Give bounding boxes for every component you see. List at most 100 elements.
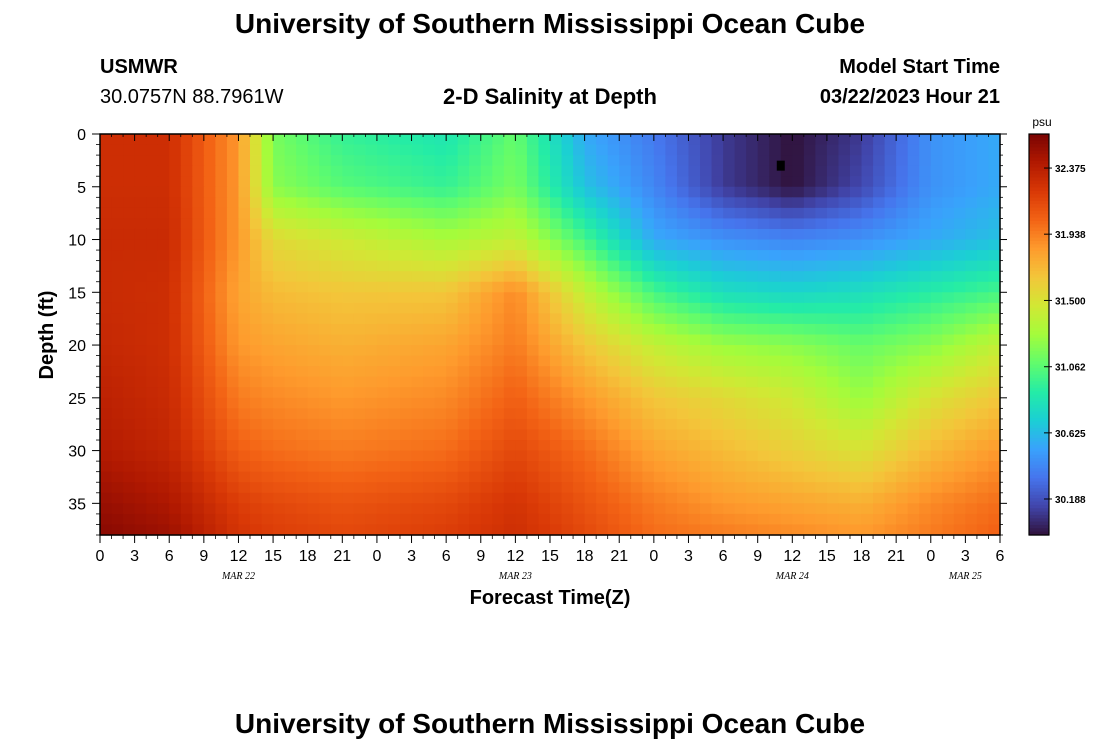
heatmap-cell <box>838 281 851 293</box>
heatmap-cell <box>550 418 563 431</box>
heatmap-cell <box>273 418 286 431</box>
heatmap-cell <box>226 345 240 357</box>
heatmap-cell <box>700 144 713 156</box>
heatmap-cell <box>815 376 828 388</box>
heatmap-cell <box>226 239 240 251</box>
heatmap-cell <box>111 218 124 230</box>
heatmap-cell <box>826 387 840 399</box>
heatmap-cell <box>192 482 205 494</box>
x-tick-label: 21 <box>887 548 905 565</box>
heatmap-cell <box>619 482 632 494</box>
heatmap-cell <box>388 366 401 378</box>
heatmap-cell <box>723 271 736 283</box>
heatmap-cell <box>250 228 263 241</box>
heatmap-cell <box>815 429 828 441</box>
heatmap-cell <box>446 292 459 304</box>
heatmap-cell <box>123 292 136 304</box>
heatmap-cell <box>861 334 874 346</box>
heatmap-cell <box>861 429 874 441</box>
heatmap-cell <box>273 408 286 420</box>
heatmap-cell <box>376 376 390 388</box>
heatmap-cell <box>376 471 390 483</box>
heatmap-cell <box>642 513 655 526</box>
heatmap-cell <box>180 355 193 367</box>
heatmap-cell <box>480 366 493 378</box>
heatmap-cell <box>965 134 978 146</box>
heatmap-cell <box>100 418 113 431</box>
heatmap-cell <box>353 503 366 515</box>
heatmap-cell <box>850 207 863 220</box>
heatmap-cell <box>307 260 320 272</box>
heatmap-cell <box>503 471 516 483</box>
heatmap-cell <box>111 471 124 483</box>
heatmap-cell <box>746 134 759 146</box>
heatmap-cell <box>700 165 713 177</box>
heatmap-cell <box>676 503 690 515</box>
heatmap-cell <box>307 503 320 515</box>
heatmap-cell <box>838 176 851 188</box>
heatmap-cell <box>111 176 124 188</box>
heatmap-cell <box>630 176 643 188</box>
heatmap-cell <box>584 429 597 441</box>
heatmap-cell <box>907 492 920 504</box>
heatmap-cell <box>919 218 932 230</box>
colorbar-segment <box>1029 458 1049 463</box>
heatmap-cell <box>296 334 309 346</box>
heatmap-cell <box>676 471 690 483</box>
heatmap-cell <box>457 524 470 536</box>
heatmap-cell <box>400 418 413 431</box>
heatmap-cell <box>930 197 943 209</box>
heatmap-cell <box>873 260 886 272</box>
heatmap-cell <box>261 450 274 462</box>
heatmap-cell <box>111 186 124 198</box>
heatmap-cell <box>146 408 159 420</box>
heatmap-cell <box>976 134 990 146</box>
heatmap-cell <box>146 281 159 293</box>
heatmap-cell <box>446 513 459 526</box>
heatmap-cell <box>723 260 736 272</box>
heatmap-cell <box>503 429 516 441</box>
heatmap-cell <box>769 302 782 314</box>
heatmap-cell <box>492 165 505 177</box>
heatmap-cell <box>330 313 343 325</box>
heatmap-cell <box>861 376 874 388</box>
heatmap-cell <box>665 250 678 262</box>
colorbar-segment <box>1029 371 1049 376</box>
heatmap-cell <box>596 218 609 230</box>
heatmap-cell <box>550 376 563 388</box>
heatmap-cell <box>492 228 505 241</box>
heatmap-cell <box>769 250 782 262</box>
heatmap-cell <box>942 239 955 251</box>
heatmap-cell <box>573 218 586 230</box>
heatmap-cell <box>353 482 366 494</box>
heatmap-cell <box>123 482 136 494</box>
heatmap-cell <box>757 186 770 198</box>
heatmap-cell <box>688 513 701 526</box>
heatmap-cell <box>134 366 147 378</box>
heatmap-cell <box>757 239 770 251</box>
heatmap-cell <box>884 281 897 293</box>
heatmap-cell <box>596 366 609 378</box>
heatmap-cell <box>446 429 459 441</box>
heatmap-cell <box>919 471 932 483</box>
heatmap-cell <box>873 334 886 346</box>
heatmap-cell <box>365 418 378 431</box>
heatmap-cell <box>665 461 678 473</box>
heatmap-cell <box>965 197 978 209</box>
heatmap-cell <box>884 271 897 283</box>
heatmap-cell <box>100 366 113 378</box>
heatmap-cell <box>284 366 297 378</box>
heatmap-cell <box>180 313 193 325</box>
heatmap-cell <box>388 397 401 409</box>
heatmap-cell <box>434 524 447 536</box>
heatmap-cell <box>815 482 828 494</box>
heatmap-cell <box>826 207 840 220</box>
heatmap-cell <box>561 492 574 504</box>
heatmap-cell <box>757 313 770 325</box>
heatmap-cell <box>180 207 193 220</box>
heatmap-cell <box>550 155 563 167</box>
colorbar-segment <box>1029 334 1049 339</box>
heatmap-cell <box>653 207 666 220</box>
heatmap-cell <box>953 513 966 526</box>
heatmap-cell <box>250 302 263 314</box>
